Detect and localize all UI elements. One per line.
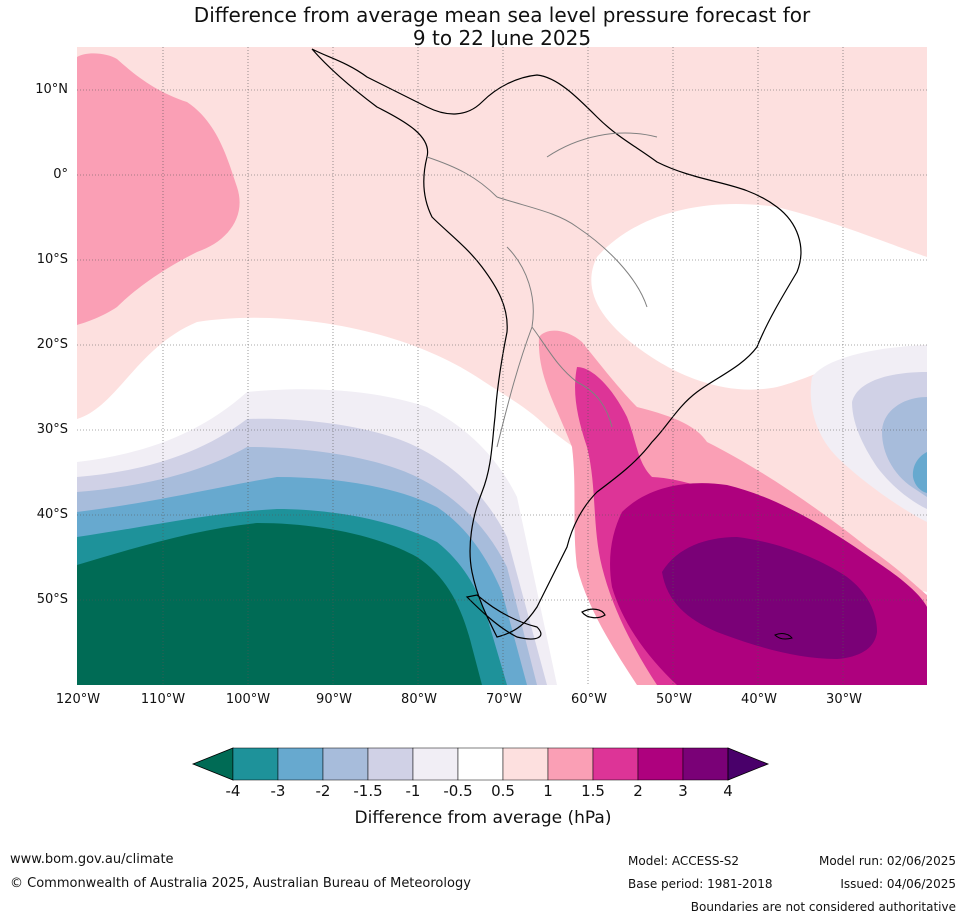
anomaly-band-lt-neg-4	[77, 523, 482, 685]
footer-model: Model: ACCESS-S2	[628, 854, 740, 868]
colorbar-label-11: 4	[723, 782, 733, 800]
lat-label-40s: 40°S	[36, 507, 68, 522]
colorbar-label-1: -3	[270, 782, 286, 800]
footer-disclaimer: Boundaries are not considered authoritat…	[690, 900, 956, 914]
footer-model-run: Model run: 02/06/2025	[818, 854, 956, 868]
title-line-2: 9 to 22 June 2025	[412, 26, 592, 50]
lat-label-20s: 20°S	[36, 337, 68, 352]
pressure-anomaly-map	[77, 47, 927, 685]
colorbar-bin-3-4	[682, 747, 729, 781]
lon-label-50w: 50°W	[656, 692, 692, 707]
colorbar-label-6: 0.5	[491, 782, 515, 800]
colorbar-bin--3--2	[277, 747, 324, 781]
graticule	[77, 47, 927, 685]
title-line-1: Difference from average mean sea level p…	[193, 3, 811, 27]
chart-title: Difference from average mean sea level p…	[77, 4, 927, 50]
south-america-coastline	[311, 48, 802, 638]
footer-issued: Issued: 04/06/2025	[840, 877, 956, 891]
colorbar-bin--1--0.5	[412, 747, 459, 781]
lon-label-80w: 80°W	[401, 692, 437, 707]
colorbar-arrow-low	[191, 747, 234, 781]
colorbar-label-5: -0.5	[443, 782, 473, 800]
south-georgia	[774, 633, 793, 640]
lon-label-100w: 100°W	[225, 692, 271, 707]
falkland-islands	[581, 608, 606, 619]
colorbar-bin-2-3	[637, 747, 684, 781]
lat-label-10n: 10°N	[35, 82, 68, 97]
lat-label-0: 0°	[53, 167, 68, 182]
lat-label-50s: 50°S	[36, 592, 68, 607]
colorbar-title: Difference from average (hPa)	[354, 808, 612, 828]
tierra-del-fuego	[465, 594, 542, 640]
colorbar-bin--0.5-0.5	[457, 747, 504, 781]
anomaly-band-pos-3-4-se	[662, 537, 877, 659]
footer-url: www.bom.gov.au/climate	[10, 852, 174, 867]
anomaly-band-neutral-brazil	[591, 204, 927, 390]
colorbar	[190, 746, 776, 782]
colorbar-label-10: 3	[678, 782, 688, 800]
colorbar-label-3: -1.5	[353, 782, 383, 800]
lon-label-40w: 40°W	[741, 692, 777, 707]
country-borders	[426, 132, 658, 448]
colorbar-label-0: -4	[225, 782, 241, 800]
colorbar-label-7: 1	[543, 782, 553, 800]
anomaly-band-neg-east-2-3	[912, 452, 927, 493]
footer-copyright: © Commonwealth of Australia 2025, Austra…	[10, 876, 471, 891]
colorbar-label-2: -2	[315, 782, 331, 800]
lat-label-30s: 30°S	[36, 422, 68, 437]
footer-base-period: Base period: 1981-2018	[628, 877, 773, 891]
colorbar-arrow-high	[727, 747, 770, 781]
colorbar-bin-1-1.5	[547, 747, 594, 781]
colorbar-label-9: 2	[633, 782, 643, 800]
lon-label-60w: 60°W	[571, 692, 607, 707]
lon-label-90w: 90°W	[316, 692, 352, 707]
lon-label-110w: 110°W	[140, 692, 186, 707]
colorbar-label-8: 1.5	[581, 782, 605, 800]
colorbar-bin--4--3	[232, 747, 279, 781]
colorbar-bin-0.5-1	[502, 747, 549, 781]
colorbar-bin--1.5--1	[367, 747, 414, 781]
lon-label-70w: 70°W	[486, 692, 522, 707]
colorbar-bin--2--1.5	[322, 747, 369, 781]
lat-label-10s: 10°S	[36, 252, 68, 267]
anomaly-band-1-1.5-northwest	[77, 53, 240, 325]
lon-label-120w: 120°W	[55, 692, 101, 707]
colorbar-label-4: -1	[405, 782, 421, 800]
colorbar-bin-1.5-2	[592, 747, 639, 781]
lon-label-30w: 30°W	[826, 692, 862, 707]
